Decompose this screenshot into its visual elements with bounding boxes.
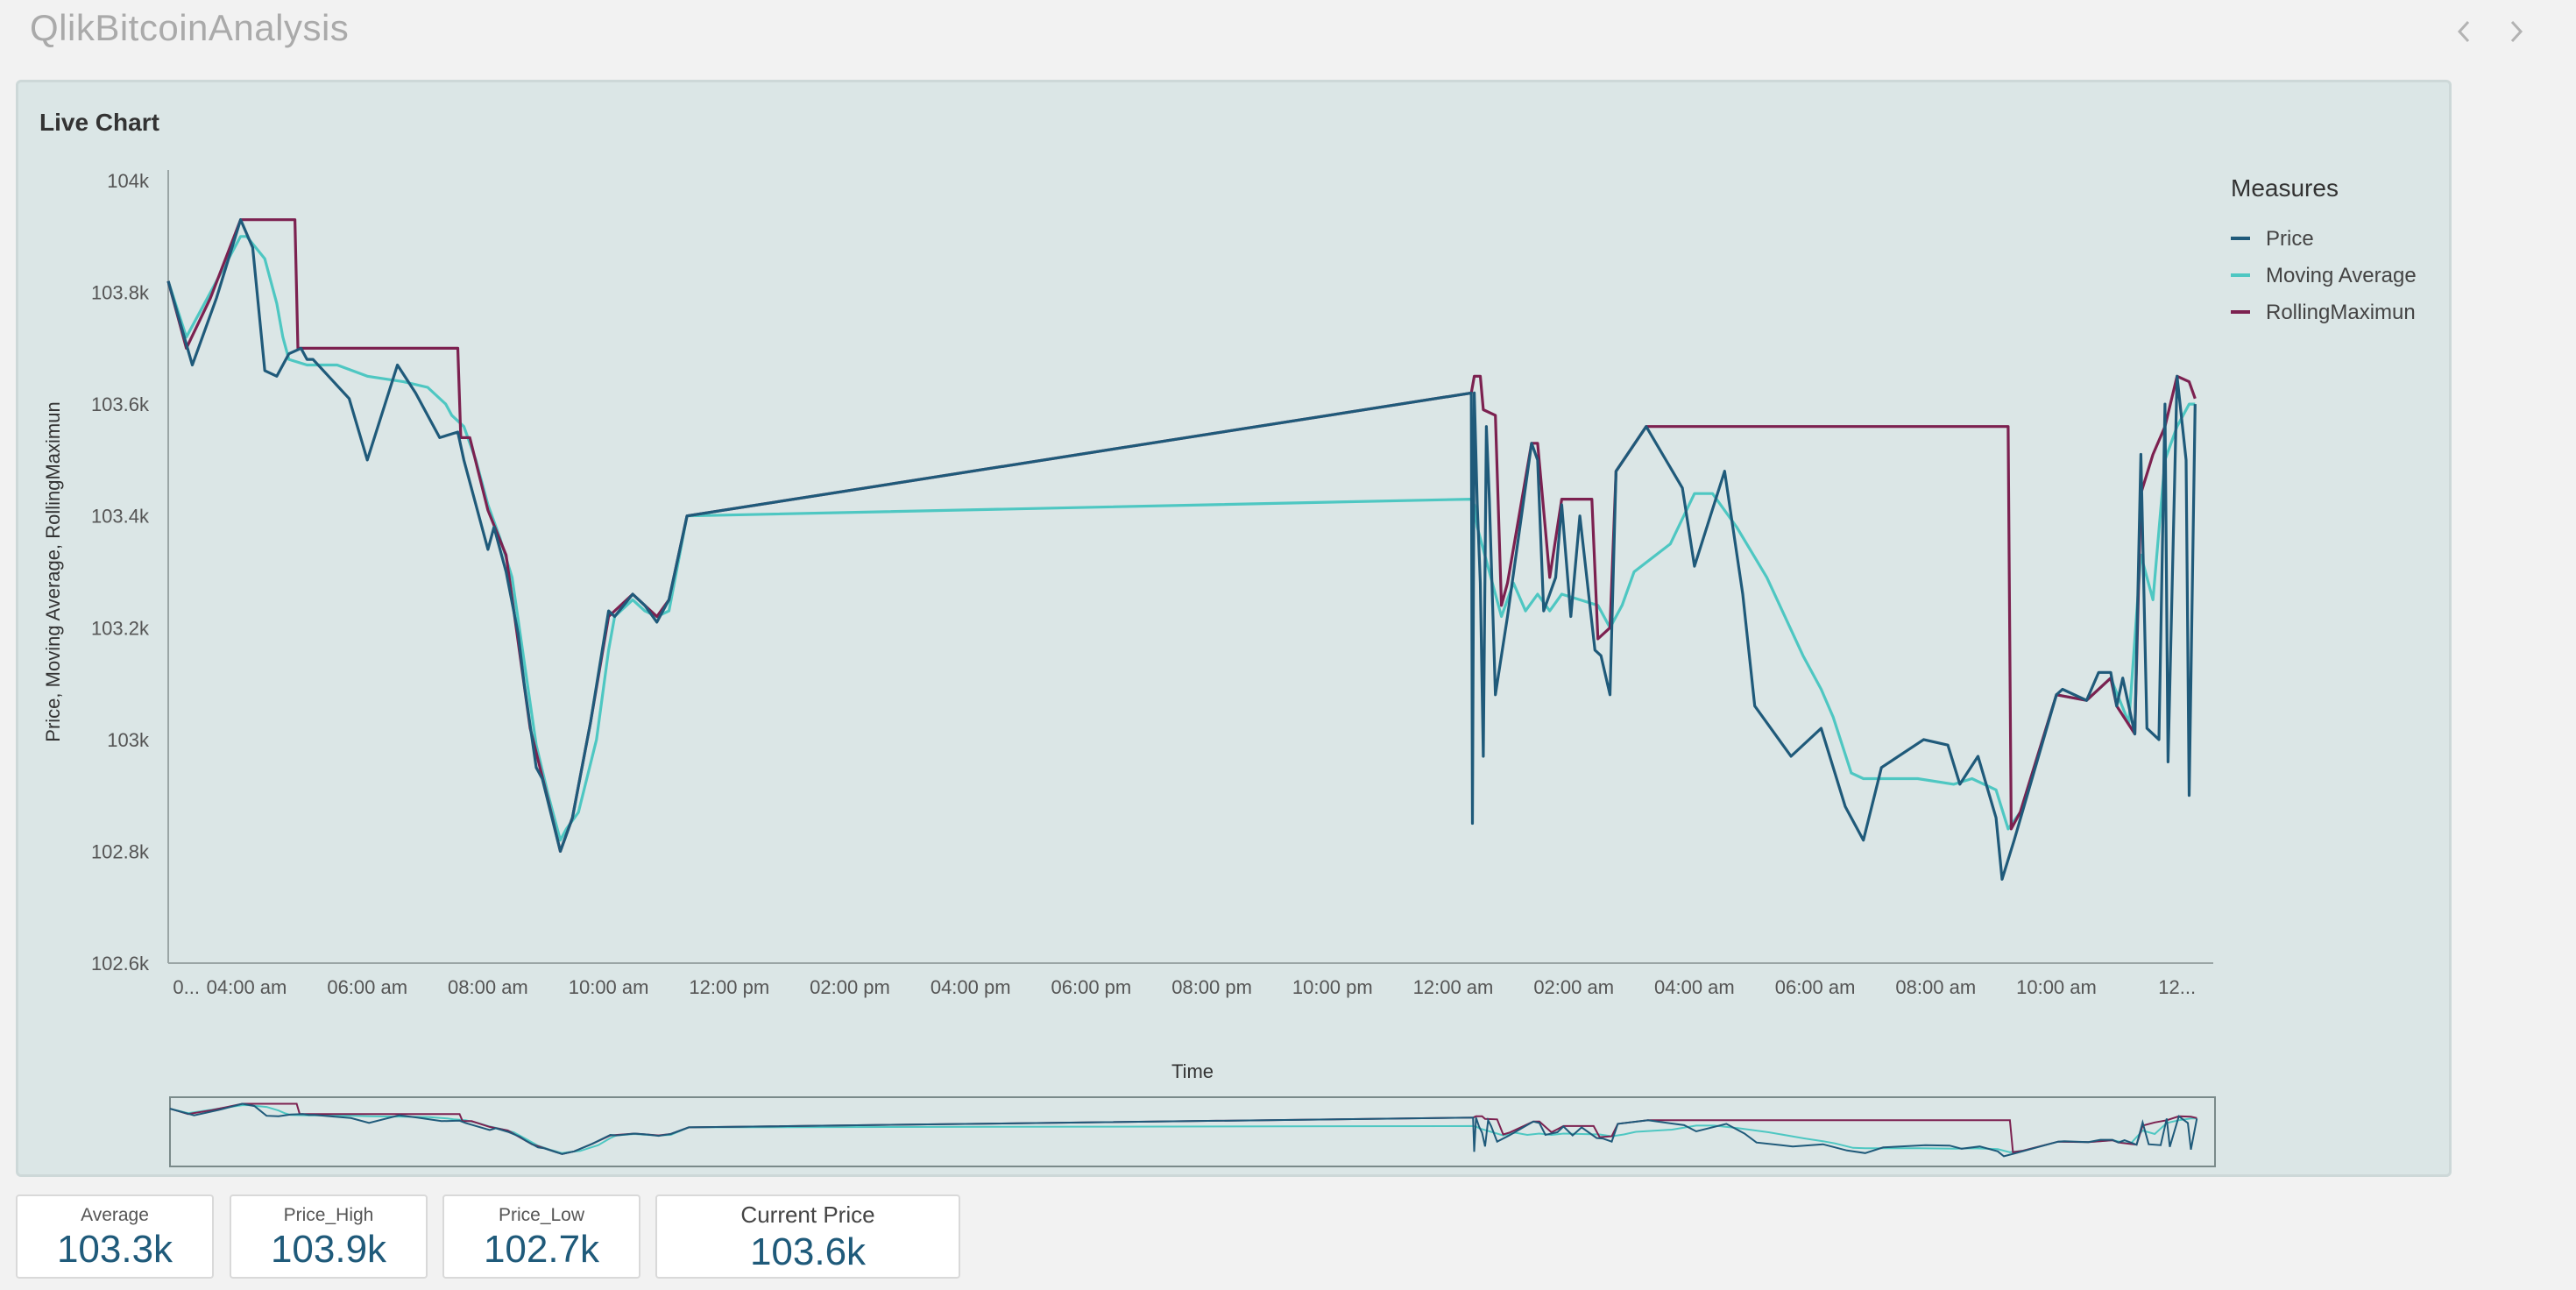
kpi-price-high[interactable]: Price_High 103.9k bbox=[230, 1194, 428, 1279]
kpi-average[interactable]: Average 103.3k bbox=[16, 1194, 214, 1279]
y-tick-label: 103k bbox=[107, 729, 150, 751]
y-tick-label: 103.4k bbox=[91, 506, 150, 528]
panel-title: Live Chart bbox=[39, 109, 159, 136]
y-axis-title: Price, Moving Average, RollingMaximun bbox=[42, 401, 64, 741]
line-chart[interactable]: 104k 103.8k 103.6k 103.4k 103.2k 103k 102.8k 10… bbox=[18, 82, 2449, 1174]
next-sheet-button[interactable] bbox=[2499, 14, 2534, 49]
y-tick-label: 103.6k bbox=[91, 393, 150, 415]
chevron-left-icon bbox=[2457, 20, 2470, 43]
mini-chart-frame bbox=[169, 1096, 2216, 1167]
app-title: QlikBitcoinAnalysis bbox=[30, 7, 350, 48]
x-tick-label: 08:00 am bbox=[1895, 976, 1976, 998]
y-tick-label: 104k bbox=[107, 170, 150, 192]
x-axis-title: Time bbox=[1171, 1060, 1214, 1082]
x-tick-label: 12:00 pm bbox=[689, 976, 769, 998]
kpi-label: Current Price bbox=[740, 1201, 875, 1228]
kpi-value: 102.7k bbox=[483, 1228, 600, 1271]
x-tick-label: 04:00 pm bbox=[931, 976, 1011, 998]
x-tick-label: 06:00 am bbox=[1775, 976, 1856, 998]
x-tick-label: 10:00 am bbox=[569, 976, 649, 998]
kpi-value: 103.3k bbox=[56, 1228, 173, 1271]
live-chart-panel: Live Chart 104k 103.8k 103.6k 103.4k 103.2k 1… bbox=[16, 80, 2452, 1177]
series-line-price bbox=[166, 218, 2197, 881]
x-tick-label: 10:00 pm bbox=[1292, 976, 1373, 998]
x-tick-label: 08:00 pm bbox=[1171, 976, 1252, 998]
y-tick-label: 102.6k bbox=[91, 953, 150, 975]
mini-series-line bbox=[169, 1102, 2198, 1158]
x-tick-label: 04:00 am bbox=[1654, 976, 1735, 998]
x-tick-label: 06:00 am bbox=[327, 976, 407, 998]
mini-series-line bbox=[169, 1102, 2197, 1155]
prev-sheet-button[interactable] bbox=[2446, 14, 2481, 49]
x-tick-label: 10:00 am bbox=[2016, 976, 2097, 998]
x-tick-label: 12:00 am bbox=[1413, 976, 1494, 998]
kpi-label: Price_Low bbox=[498, 1205, 585, 1225]
x-tick-label: 08:00 am bbox=[448, 976, 528, 998]
chevron-right-icon bbox=[2510, 20, 2523, 43]
y-tick-label: 103.2k bbox=[91, 617, 150, 639]
series-line-moving-average bbox=[166, 235, 2196, 842]
legend-title: Measures bbox=[2231, 174, 2339, 202]
y-tick-label: 102.8k bbox=[91, 840, 150, 862]
x-tick-label: 0... bbox=[173, 976, 200, 998]
mini-series-line bbox=[169, 1104, 2197, 1154]
series-line-rollingmaximun bbox=[166, 218, 2197, 853]
legend-item-label: Moving Average bbox=[2266, 264, 2417, 287]
legend-item-label: Price bbox=[2266, 227, 2314, 251]
legend-item-label: RollingMaximun bbox=[2266, 301, 2416, 324]
x-tick-label: 04:00 am bbox=[207, 976, 287, 998]
x-tick-label: 06:00 pm bbox=[1051, 976, 1132, 998]
kpi-label: Price_High bbox=[283, 1205, 374, 1225]
x-tick-label: 12... bbox=[2158, 976, 2196, 998]
kpi-value: 103.9k bbox=[270, 1228, 387, 1271]
x-tick-label: 02:00 pm bbox=[810, 976, 890, 998]
kpi-price-low[interactable]: Price_Low 102.7k bbox=[442, 1194, 640, 1279]
x-tick-label: 02:00 am bbox=[1533, 976, 1614, 998]
kpi-label: Average bbox=[81, 1205, 149, 1225]
kpi-value: 103.6k bbox=[749, 1230, 867, 1273]
y-tick-label: 103.8k bbox=[91, 282, 150, 304]
kpi-current-price[interactable]: Current Price 103.6k bbox=[655, 1194, 960, 1279]
